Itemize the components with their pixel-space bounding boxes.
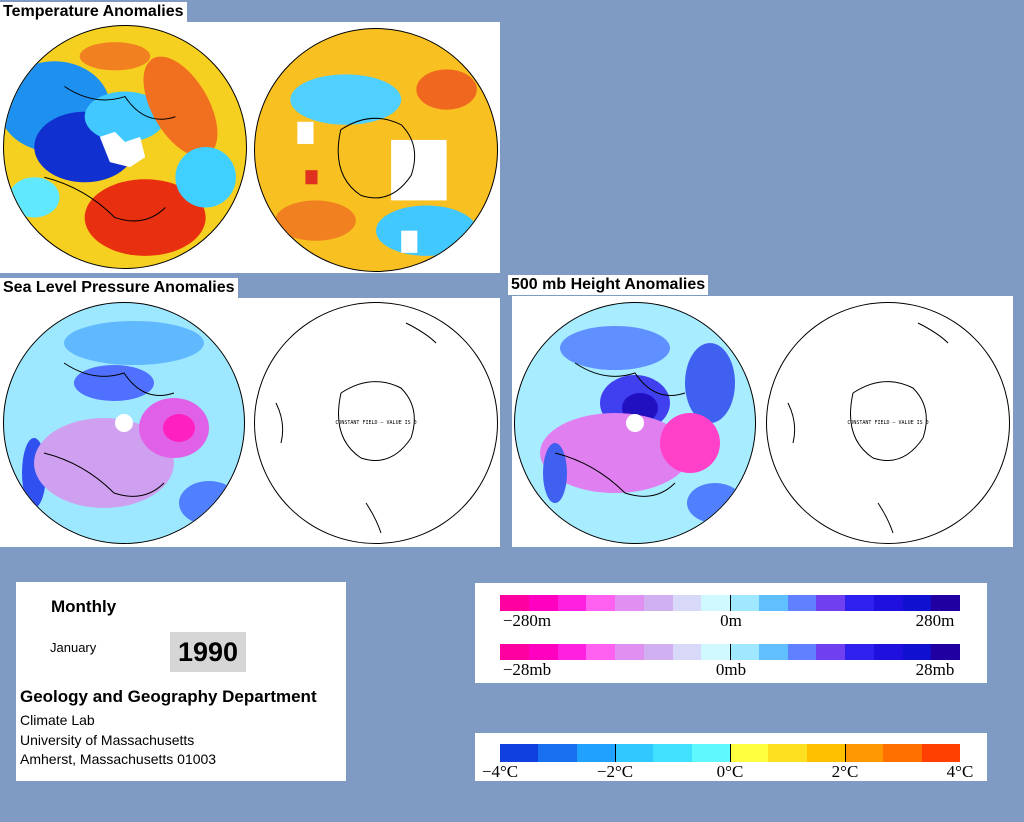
temperature-sh-map — [275, 69, 477, 256]
temp-colorbar-line-zero — [730, 744, 731, 762]
height-colorbar-swatch — [557, 595, 587, 611]
pressure-colorbar-swatch — [873, 644, 903, 660]
pressure-colorbar-swatch — [730, 644, 759, 660]
temperature-colorbar-swatch — [729, 744, 769, 762]
height-colorbar-swatch — [586, 595, 615, 611]
temp-colorbar-line-neg2 — [615, 744, 616, 762]
height-colorbar — [500, 595, 960, 611]
height500-sh-globe: CONSTANT FIELD — VALUE IS 0 — [766, 302, 1010, 544]
height-colorbar-swatch — [701, 595, 730, 611]
temp-tick-neg4: −4°C — [481, 762, 519, 781]
temp-tick-pos2: 2°C — [831, 762, 859, 781]
pressure-colorbar-swatch — [787, 644, 817, 660]
temperature-colorbar-swatch — [538, 744, 577, 762]
temperature-nh-map — [4, 42, 236, 256]
height-colorbar-swatch — [816, 595, 845, 611]
month-label: January — [50, 640, 97, 655]
department-label: Geology and Geography Department — [20, 687, 317, 706]
year-label: 1990 — [170, 632, 246, 672]
height-pressure-legend: −280m 0m 280m −28mb 0mb 28mb — [475, 583, 987, 683]
temperature-sh-globe — [254, 28, 498, 272]
height-colorbar-swatch — [672, 595, 702, 611]
temperature-colorbar-swatch — [883, 744, 922, 762]
temp-tick-neg2: −2°C — [596, 762, 634, 781]
height500-title: 500 mb Height Anomalies — [508, 275, 709, 295]
temperature-colorbar-swatch — [614, 744, 654, 762]
height-colorbar-swatch — [730, 595, 759, 611]
temperature-colorbar — [500, 744, 960, 762]
temperature-colorbar-swatch — [844, 744, 884, 762]
pressure-colorbar-center-line — [730, 644, 731, 660]
pressure-tick-max: 28mb — [915, 660, 955, 679]
height-colorbar-swatch — [643, 595, 673, 611]
temperature-colorbar-swatch — [768, 744, 807, 762]
height500-nh-map — [540, 326, 743, 523]
pressure-colorbar-swatch — [758, 644, 788, 660]
pressure-tick-zero: 0mb — [715, 660, 747, 679]
period-label: Monthly — [51, 597, 117, 616]
university-label: University of Massachusetts — [20, 732, 195, 748]
pressure-colorbar-swatch — [500, 644, 529, 660]
height500-sh-map — [787, 322, 949, 534]
pressure-colorbar-swatch — [701, 644, 730, 660]
slp-title: Sea Level Pressure Anomalies — [0, 278, 238, 298]
info-box: Monthly January 1990 Geology and Geograp… — [16, 582, 346, 781]
temperature-title: Temperature Anomalies — [0, 2, 187, 22]
pressure-colorbar-swatch — [845, 644, 874, 660]
height-colorbar-center-line — [730, 595, 731, 611]
height500-constant-field-label: CONSTANT FIELD — VALUE IS 0 — [847, 420, 929, 426]
pressure-colorbar-swatch — [902, 644, 932, 660]
slp-nh-map — [22, 321, 239, 525]
height-colorbar-swatch — [758, 595, 788, 611]
temperature-colorbar-swatch — [691, 744, 730, 762]
temp-tick-pos4: 4°C — [946, 762, 974, 781]
height500-nh-globe — [514, 302, 756, 544]
height-tick-max: 280m — [915, 611, 955, 630]
lab-label: Climate Lab — [20, 712, 95, 728]
temp-colorbar-line-pos2 — [845, 744, 846, 762]
height-colorbar-swatch — [902, 595, 932, 611]
pressure-colorbar-swatch — [931, 644, 960, 660]
address-label: Amherst, Massachusetts 01003 — [20, 751, 217, 767]
temp-tick-zero: 0°C — [716, 762, 744, 781]
slp-constant-field-label: CONSTANT FIELD — VALUE IS 0 — [335, 420, 417, 426]
height-colorbar-swatch — [931, 595, 960, 611]
height-colorbar-swatch — [845, 595, 874, 611]
pressure-colorbar-swatch — [643, 644, 673, 660]
temperature-nh-globe — [3, 25, 247, 269]
height-tick-zero: 0m — [720, 611, 742, 630]
height-tick-min: −280m — [502, 611, 552, 630]
temperature-colorbar-swatch — [576, 744, 615, 762]
height-colorbar-swatch — [528, 595, 558, 611]
pressure-colorbar-swatch — [615, 644, 644, 660]
pressure-colorbar-swatch — [672, 644, 702, 660]
height-colorbar-swatch — [873, 595, 903, 611]
pressure-colorbar-swatch — [586, 644, 615, 660]
temperature-colorbar-swatch — [653, 744, 692, 762]
slp-sh-map — [275, 322, 437, 534]
temperature-colorbar-swatch — [806, 744, 845, 762]
slp-nh-globe — [3, 302, 245, 544]
height-colorbar-swatch — [500, 595, 529, 611]
height-colorbar-swatch — [615, 595, 644, 611]
temperature-legend: −4°C −2°C 0°C 2°C 4°C — [475, 733, 987, 781]
pressure-colorbar-swatch — [816, 644, 845, 660]
temperature-colorbar-swatch — [500, 744, 539, 762]
pressure-tick-min: −28mb — [502, 660, 552, 679]
pressure-colorbar — [500, 644, 960, 660]
pressure-colorbar-swatch — [557, 644, 587, 660]
temperature-colorbar-swatch — [921, 744, 960, 762]
height-colorbar-swatch — [787, 595, 817, 611]
slp-sh-globe: CONSTANT FIELD — VALUE IS 0 — [254, 302, 498, 544]
pressure-colorbar-swatch — [528, 644, 558, 660]
